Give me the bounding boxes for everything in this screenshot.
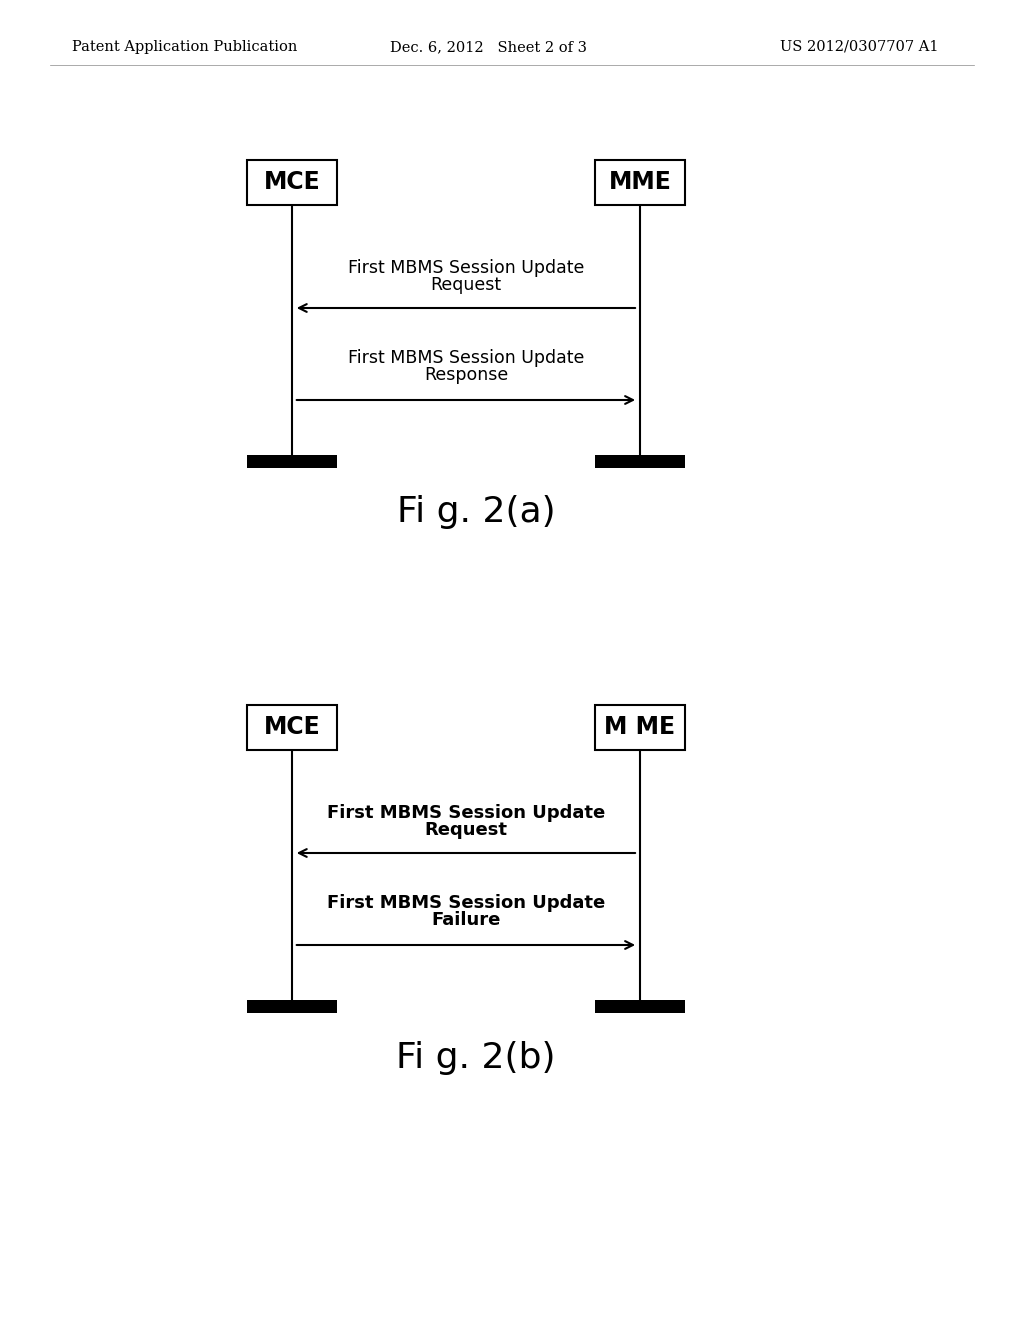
Text: Patent Application Publication: Patent Application Publication (72, 40, 297, 54)
Text: MME: MME (608, 170, 672, 194)
Text: Dec. 6, 2012   Sheet 2 of 3: Dec. 6, 2012 Sheet 2 of 3 (390, 40, 587, 54)
Text: Request: Request (430, 276, 502, 294)
Text: Failure: Failure (431, 911, 501, 929)
Text: MCE: MCE (263, 170, 321, 194)
Text: First MBMS Session Update: First MBMS Session Update (348, 348, 584, 367)
Bar (247, 705, 337, 750)
Text: First MBMS Session Update: First MBMS Session Update (327, 894, 605, 912)
Text: First MBMS Session Update: First MBMS Session Update (327, 804, 605, 822)
Bar (247, 160, 337, 205)
Bar (595, 705, 685, 750)
Bar (595, 455, 685, 469)
Text: Request: Request (424, 821, 508, 840)
Text: Fi g. 2(b): Fi g. 2(b) (396, 1041, 556, 1074)
Bar (247, 455, 337, 469)
Text: US 2012/0307707 A1: US 2012/0307707 A1 (780, 40, 939, 54)
Text: M ME: M ME (604, 715, 676, 739)
Text: MCE: MCE (263, 715, 321, 739)
Bar (595, 1001, 685, 1014)
Text: Response: Response (424, 366, 508, 384)
Text: Fi g. 2(a): Fi g. 2(a) (396, 495, 555, 529)
Bar (247, 1001, 337, 1014)
Bar (595, 160, 685, 205)
Text: First MBMS Session Update: First MBMS Session Update (348, 259, 584, 277)
